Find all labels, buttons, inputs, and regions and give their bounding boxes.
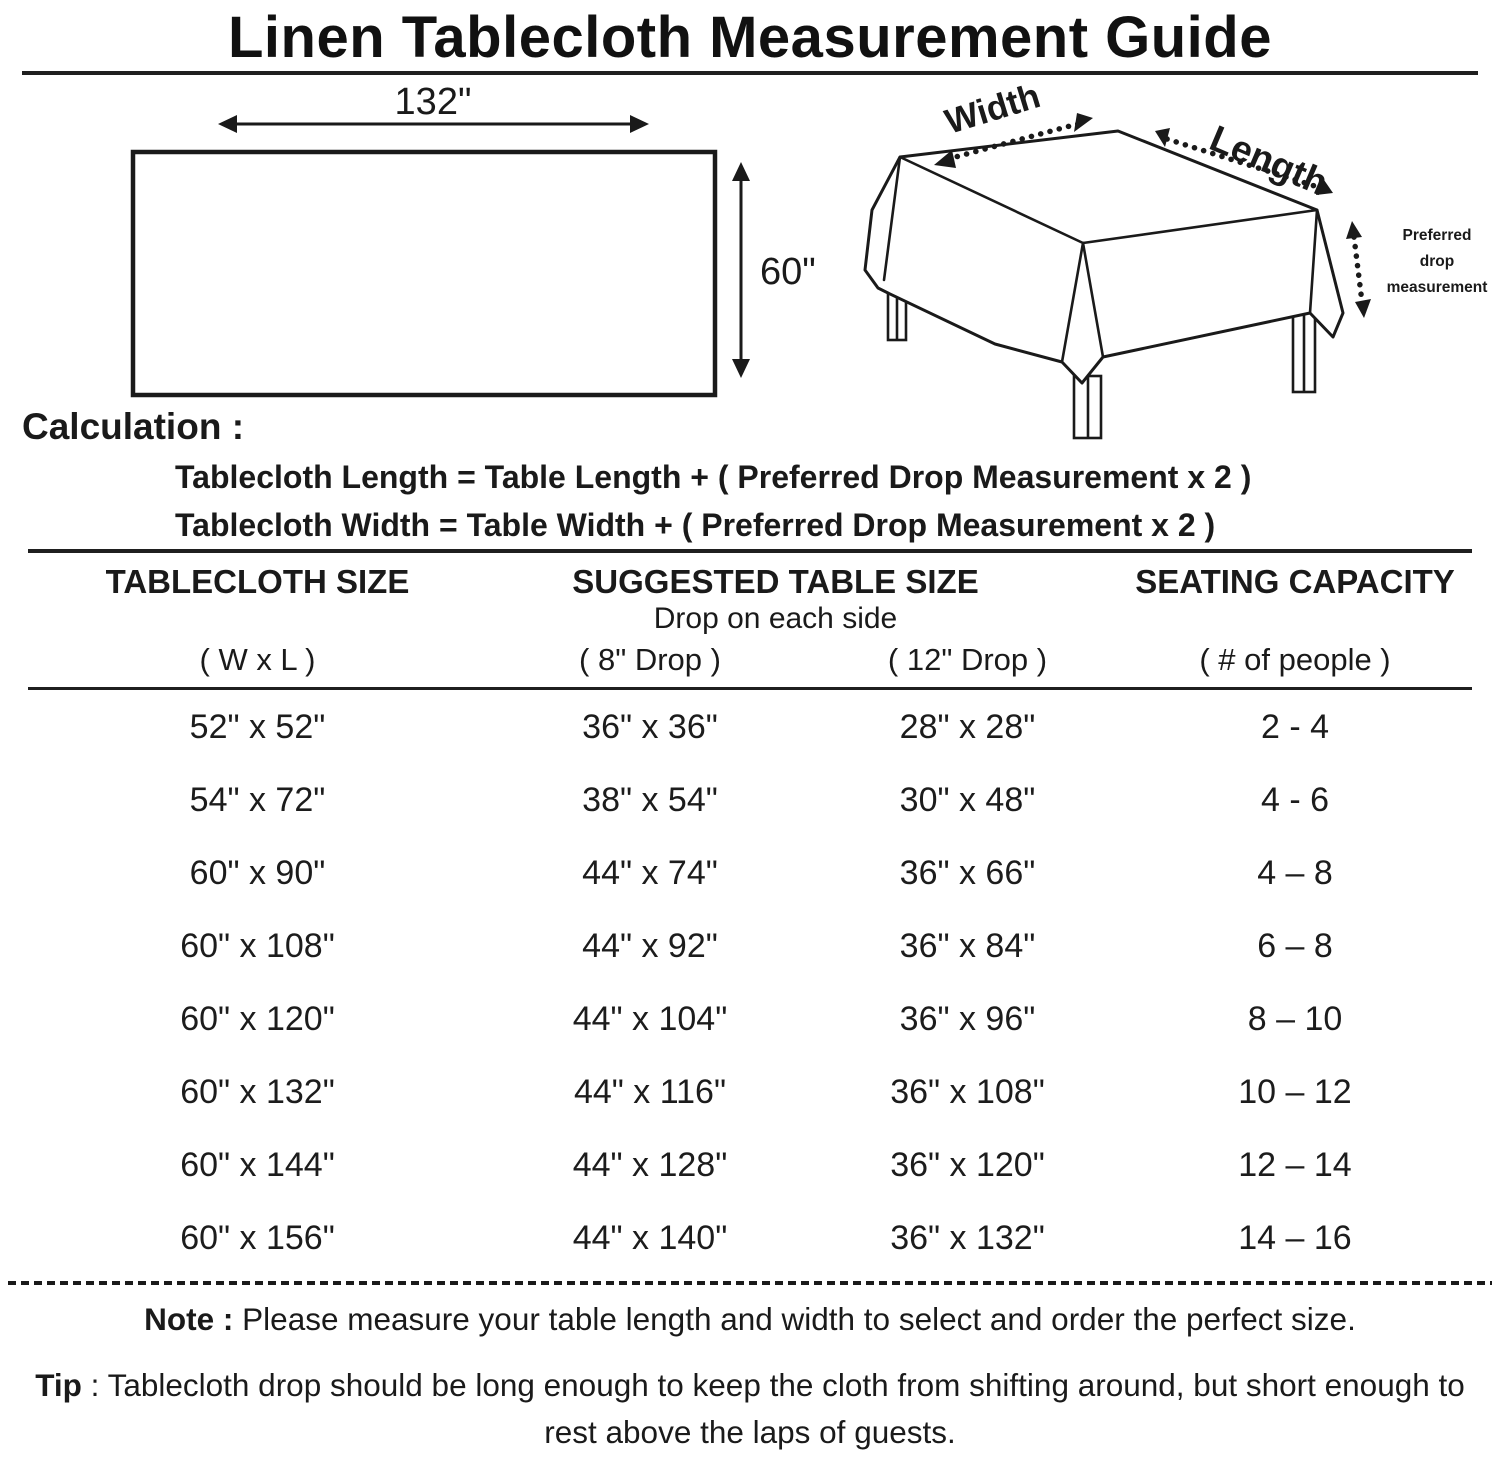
cell-12in-drop: 36" x 84"	[899, 927, 1036, 965]
subheader-8in-drop: ( 8" Drop )	[579, 642, 721, 677]
width-arrowhead-left-icon	[934, 150, 956, 168]
calculation-heading: Calculation :	[22, 406, 245, 447]
tablecloth-drape	[863, 129, 1345, 385]
cell-8in-drop: 44" x 92"	[582, 927, 718, 965]
arrowhead-left-icon	[218, 115, 237, 133]
cell-seating: 4 – 8	[1257, 854, 1333, 892]
drop-arrowhead-up-icon	[1346, 221, 1362, 239]
subheader-12in-drop: ( 12" Drop )	[887, 642, 1048, 677]
drop-note-line2: drop	[1420, 253, 1454, 270]
cell-8in-drop: 44" x 74"	[582, 854, 718, 892]
calculation-length-formula: Tablecloth Length = Table Length + ( Pre…	[175, 459, 1252, 495]
cell-tablecloth-size: 60" x 144"	[180, 1146, 335, 1184]
cell-seating: 2 - 4	[1260, 708, 1330, 746]
note-text: Note : Please measure your table length …	[0, 1301, 1500, 1338]
drop-dotted-arrow-line	[1351, 234, 1365, 305]
left-flap-fold	[882, 155, 902, 282]
page-title: Linen Tablecloth Measurement Guide	[228, 5, 1272, 70]
tablecloth-dimension-diagram: 132" 60"	[130, 81, 816, 398]
cell-seating: 12 – 14	[1238, 1146, 1352, 1184]
tip-body: : Tablecloth drop should be long enough …	[81, 1367, 1465, 1450]
table-illustration: Width Length Preferred drop measurement	[863, 80, 1488, 440]
drop-note-line3: measurement	[1387, 279, 1488, 296]
table-width-label: Width	[941, 80, 1045, 142]
cell-12in-drop: 36" x 120"	[890, 1146, 1045, 1184]
cell-8in-drop: 36" x 36"	[582, 708, 718, 746]
length-arrowhead-left-icon	[1155, 128, 1170, 147]
cell-8in-drop: 44" x 116"	[573, 1073, 727, 1111]
column-header-tablecloth-size: TABLECLOTH SIZE	[105, 563, 410, 600]
cell-8in-drop: 44" x 140"	[572, 1219, 728, 1257]
cell-tablecloth-size: 60" x 90"	[189, 854, 326, 892]
cell-tablecloth-size: 60" x 132"	[180, 1073, 335, 1111]
front-flap-left-fold	[1060, 241, 1085, 364]
drop-arrowhead-down-icon	[1355, 299, 1371, 318]
cell-12in-drop: 36" x 66"	[899, 854, 1036, 892]
subheader-num-people: ( # of people )	[1199, 642, 1391, 677]
tip-label: Tip	[35, 1367, 82, 1403]
length-dotted-arrow-line	[1164, 136, 1324, 191]
width-dotted-arrow-line	[945, 120, 1084, 162]
cell-tablecloth-size: 54" x 72"	[189, 781, 326, 819]
length-arrowhead-right-icon	[1316, 177, 1333, 195]
front-flap-right-fold	[1081, 241, 1105, 359]
cell-8in-drop: 44" x 128"	[572, 1146, 728, 1184]
header-divider	[28, 687, 1472, 690]
rect-height-label: 60"	[760, 251, 816, 293]
calculation-width-formula: Tablecloth Width = Table Width + ( Prefe…	[175, 507, 1216, 543]
width-arrowhead-right-icon	[1074, 113, 1093, 132]
note-label: Note :	[144, 1301, 234, 1337]
cell-tablecloth-size: 52" x 52"	[189, 708, 326, 746]
column-header-seating-capacity: SEATING CAPACITY	[1135, 563, 1455, 600]
cell-12in-drop: 30" x 48"	[899, 781, 1036, 819]
cell-seating: 10 – 12	[1238, 1073, 1352, 1111]
note-body: Please measure your table length and wid…	[233, 1301, 1356, 1337]
cell-tablecloth-size: 60" x 120"	[180, 1000, 335, 1038]
cell-8in-drop: 44" x 104"	[572, 1000, 728, 1038]
rect-width-label: 132"	[395, 81, 472, 123]
tabletop-front-left-edge	[898, 155, 1085, 245]
cell-12in-drop: 28" x 28"	[899, 708, 1036, 746]
title-divider	[22, 71, 1478, 75]
cell-seating: 8 – 10	[1247, 1000, 1343, 1038]
tablecloth-rectangle	[130, 149, 718, 398]
table-top-divider	[28, 549, 1472, 553]
column-header-suggested-table-size: SUGGESTED TABLE SIZE	[572, 563, 979, 600]
drop-note-line1: Preferred	[1403, 227, 1472, 244]
cell-tablecloth-size: 60" x 108"	[180, 927, 335, 965]
cell-seating: 6 – 8	[1257, 927, 1333, 965]
drop-on-each-side-note: Drop on each side	[653, 602, 898, 635]
tabletop-front-right-edge	[1081, 208, 1319, 245]
cell-tablecloth-size: 60" x 156"	[180, 1219, 335, 1257]
arrowhead-up-icon	[732, 162, 750, 181]
tip-text: Tip : Tablecloth drop should be long eno…	[30, 1362, 1470, 1456]
cell-12in-drop: 36" x 108"	[890, 1073, 1045, 1111]
arrowhead-right-icon	[630, 115, 649, 133]
cell-seating: 14 – 16	[1238, 1219, 1352, 1257]
right-flap-fold	[1308, 208, 1319, 315]
cell-12in-drop: 36" x 96"	[899, 1000, 1036, 1038]
cell-seating: 4 - 6	[1260, 781, 1330, 819]
arrowhead-down-icon	[732, 359, 750, 378]
size-table: 52" x 52" 36" x 36" 28" x 28" 2 - 4 54" …	[30, 691, 1470, 1275]
subheader-w-x-l: ( W x L )	[199, 642, 316, 677]
dashed-divider	[8, 1281, 1492, 1285]
cell-8in-drop: 38" x 54"	[582, 781, 718, 819]
cell-12in-drop: 36" x 132"	[890, 1219, 1045, 1257]
